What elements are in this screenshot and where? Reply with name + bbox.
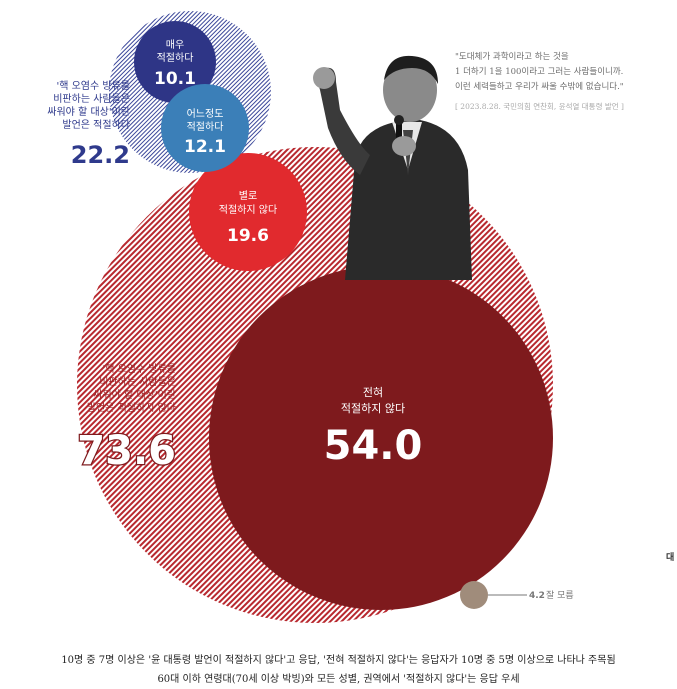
bubble-not-at-all: [209, 266, 553, 610]
group-not-appropriate-label-4: 발언은 적절하지 않다: [87, 401, 176, 414]
quote-line-1: "도대체가 과학이라고 하는 것을: [455, 52, 569, 62]
edge-text: 대: [666, 553, 675, 563]
not-really-label-1: 별로: [239, 190, 257, 202]
dont-know-label: 잘 모름: [546, 589, 574, 601]
caption-line-2: 60대 이하 연령대(70세 이상 박빙)와 모든 성별, 권역에서 '적절하지…: [157, 674, 520, 685]
caption-line-1: 10명 중 7명 이상은 '윤 대통령 발언이 적절하지 않다'고 응답, '전…: [61, 655, 616, 666]
very-label-1: 매우: [166, 39, 184, 51]
quote-source: [ 2023.8.28. 국민의힘 연찬회, 윤석열 대통령 발언 ]: [455, 102, 624, 111]
speaker-photo: [313, 55, 472, 280]
bubble-dont-know: [460, 581, 488, 609]
not-at-all-value: 54.0: [324, 423, 423, 469]
bubble-very: [134, 21, 216, 103]
group-appropriate-label-3: 싸워야 할 대상'이란: [47, 105, 130, 118]
caption: 10명 중 7명 이상은 '윤 대통령 발언이 적절하지 않다'고 응답, '전…: [0, 651, 677, 689]
bubble-not-really: [189, 153, 307, 271]
not-at-all-label-2: 적절하지 않다: [341, 401, 405, 415]
somewhat-value: 12.1: [184, 137, 226, 157]
not-really-value: 19.6: [227, 226, 269, 246]
group-appropriate-total: 22.2: [71, 141, 130, 169]
not-at-all-label-1: 전혀: [363, 386, 383, 399]
group-not-appropriate-label-2: 비판하는 사람들은: [99, 375, 176, 388]
somewhat-label-2: 적절하다: [187, 120, 224, 133]
very-value: 10.1: [154, 69, 196, 89]
group-not-appropriate-label-3: 싸워야 할 대상'이란: [93, 388, 176, 401]
quote-line-2: 1 더하기 1을 100이라고 그러는 사람들이니까.: [455, 67, 624, 77]
group-appropriate-label-4: 발언은 적절하다: [62, 118, 130, 131]
quote-block: "도대체가 과학이라고 하는 것을 1 더하기 1을 100이라고 그러는 사람…: [455, 50, 665, 114]
group-appropriate-label-2: 비판하는 사람들은: [53, 92, 130, 105]
bubble-somewhat: [161, 84, 249, 172]
group-appropriate-label-1: '핵 오염수 방류를: [56, 80, 130, 92]
somewhat-label-1: 어느정도: [187, 108, 224, 120]
group-not-appropriate-total: 73.6: [77, 428, 176, 474]
dont-know-value: 4.2: [529, 591, 545, 601]
group-not-appropriate-label-1: '핵 오염수 방류를: [102, 363, 176, 375]
not-really-label-2: 적절하지 않다: [219, 203, 277, 216]
very-label-2: 적절하다: [157, 51, 194, 64]
quote-line-3: 이런 세력들하고 우리가 싸울 수밖에 없습니다.": [455, 82, 624, 92]
